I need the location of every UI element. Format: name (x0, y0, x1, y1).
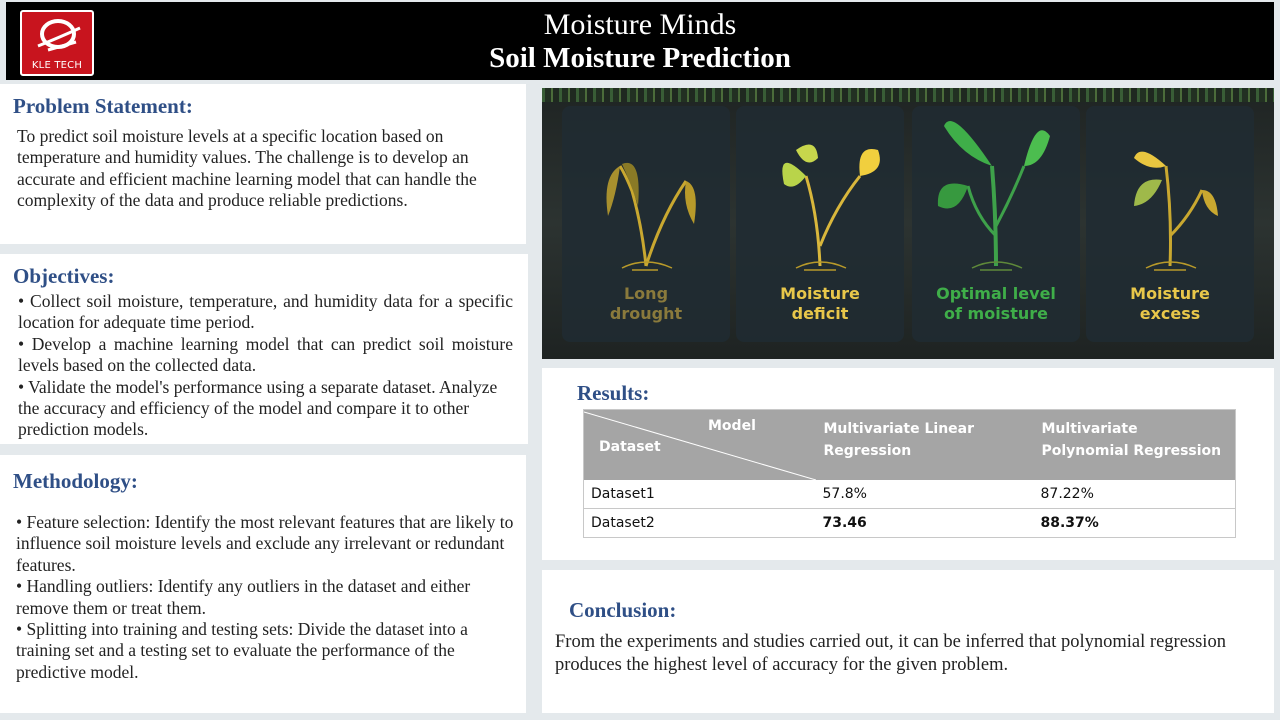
table-row: Dataset1 57.8% 87.22% (583, 480, 1236, 509)
header-dataset-label: Dataset (599, 439, 661, 455)
plant-moisture-illustration: Long drought Moisture deficit O (542, 88, 1274, 359)
objectives-panel: Objectives: • Collect soil moisture, tem… (0, 254, 528, 444)
column-header-linear: Multivariate Linear Regression (823, 421, 975, 459)
objective-item: • Develop a machine learning model that … (18, 333, 513, 376)
diagonal-divider (584, 411, 816, 480)
results-panel: Results: Model Dataset Multivariate Line… (542, 368, 1274, 560)
methodology-panel: Methodology: • Feature selection: Identi… (0, 455, 526, 713)
kle-tech-logo: KLE TECH (20, 10, 94, 76)
card-optimal-moisture: Optimal level of moisture (912, 106, 1080, 342)
table-row: Dataset2 73.46 88.37% (583, 509, 1236, 538)
dataset-cell: Dataset1 (591, 485, 655, 502)
card-label: Long drought (609, 284, 683, 323)
card-label: Moisture excess (1130, 284, 1210, 323)
linear-cell: 73.46 (822, 515, 867, 531)
conclusion-text: From the experiments and studies carried… (555, 632, 1226, 675)
methodology-heading: Methodology: (13, 469, 138, 493)
results-table: Model Dataset Multivariate Linear Regres… (583, 409, 1236, 538)
results-heading: Results: (577, 381, 650, 405)
diagonal-header-cell: Model Dataset (584, 410, 816, 480)
problem-statement-heading: Problem Statement: (13, 94, 193, 118)
header-banner: KLE TECH Moisture Minds Soil Moisture Pr… (6, 2, 1274, 80)
overwatered-plant-icon (1134, 151, 1218, 271)
objectives-heading: Objectives: (13, 264, 115, 288)
healthy-plant-icon (937, 121, 1050, 271)
header-model-label: Model (708, 418, 756, 434)
table-header-row: Model Dataset Multivariate Linear Regres… (583, 409, 1236, 480)
wilted-plant-icon (606, 162, 696, 271)
card-moisture-excess: Moisture excess (1086, 106, 1254, 342)
column-header-polynomial: Multivariate Polynomial Regression (1041, 421, 1222, 459)
linear-cell: 57.8% (822, 485, 867, 502)
card-label: Optimal level of moisture (936, 284, 1056, 323)
poly-cell: 88.37% (1040, 515, 1099, 531)
logo-swoosh-icon (37, 19, 81, 52)
objective-item: • Validate the model's performance using… (18, 376, 498, 440)
poster-subtitle: Soil Moisture Prediction (489, 42, 791, 74)
conclusion-heading: Conclusion: (569, 598, 677, 622)
card-long-drought: Long drought (562, 106, 730, 342)
logo-text: KLE TECH (31, 60, 83, 71)
conclusion-panel: Conclusion: From the experiments and stu… (542, 570, 1274, 713)
problem-statement-panel: Problem Statement: To predict soil moist… (0, 84, 526, 244)
card-label: Moisture deficit (780, 284, 860, 323)
problem-statement-text: To predict soil moisture levels at a spe… (17, 126, 477, 211)
methodology-item: • Feature selection: Identify the most r… (16, 512, 514, 575)
methodology-list: • Feature selection: Identify the most r… (16, 512, 516, 683)
drooping-plant-icon (782, 144, 880, 271)
poster-title: Moisture Minds (543, 8, 737, 41)
objectives-list: • Collect soil moisture, temperature, an… (18, 291, 513, 441)
grass-strip (542, 88, 1274, 102)
dataset-cell: Dataset2 (591, 515, 655, 531)
poly-cell: 87.22% (1040, 485, 1094, 502)
objective-item: • Collect soil moisture, temperature, an… (18, 291, 513, 333)
card-moisture-deficit: Moisture deficit (736, 106, 904, 342)
methodology-item: • Splitting into training and testing se… (16, 619, 468, 682)
methodology-item: • Handling outliers: Identify any outlie… (16, 576, 471, 618)
